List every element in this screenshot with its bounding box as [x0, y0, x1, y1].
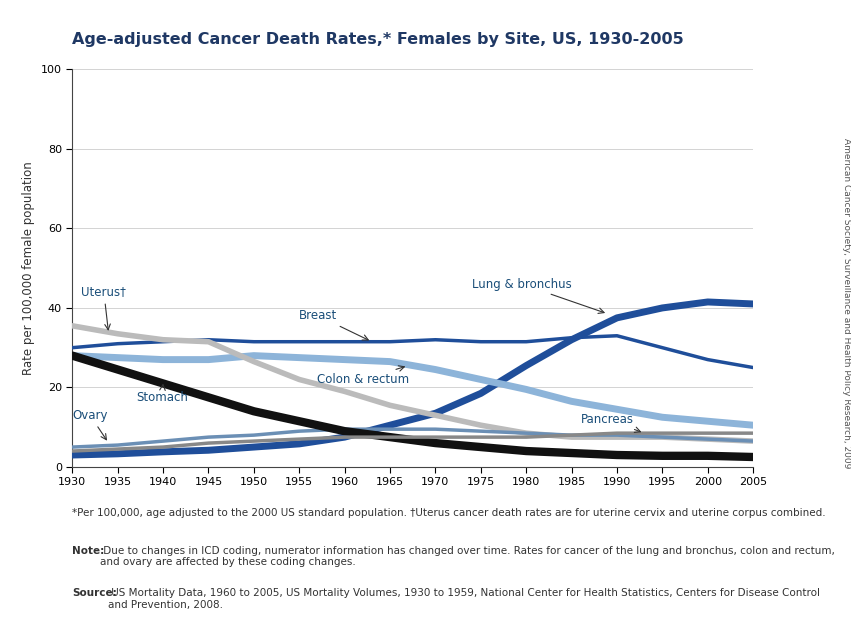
Text: Source:: Source:	[72, 588, 117, 598]
Text: Age-adjusted Cancer Death Rates,* Females by Site, US, 1930-2005: Age-adjusted Cancer Death Rates,* Female…	[72, 32, 684, 47]
Text: Uterus†: Uterus†	[82, 285, 126, 330]
Text: Lung & bronchus: Lung & bronchus	[471, 278, 604, 314]
Text: Colon & rectum: Colon & rectum	[317, 366, 409, 386]
Text: US Mortality Data, 1960 to 2005, US Mortality Volumes, 1930 to 1959, National Ce: US Mortality Data, 1960 to 2005, US Mort…	[108, 588, 820, 610]
Y-axis label: Rate per 100,000 female population: Rate per 100,000 female population	[22, 162, 36, 375]
Text: Breast: Breast	[300, 309, 368, 340]
Text: American Cancer Society, Surveillance and Health Policy Research, 2009: American Cancer Society, Surveillance an…	[842, 138, 851, 468]
Text: Note:: Note:	[72, 546, 105, 556]
Text: Ovary: Ovary	[72, 409, 108, 440]
Text: Stomach: Stomach	[136, 385, 188, 404]
Text: *Per 100,000, age adjusted to the 2000 US standard population. †Uterus cancer de: *Per 100,000, age adjusted to the 2000 U…	[72, 508, 826, 518]
Text: Due to changes in ICD coding, numerator information has changed over time. Rates: Due to changes in ICD coding, numerator …	[100, 546, 835, 567]
Text: Pancreas: Pancreas	[580, 413, 641, 432]
